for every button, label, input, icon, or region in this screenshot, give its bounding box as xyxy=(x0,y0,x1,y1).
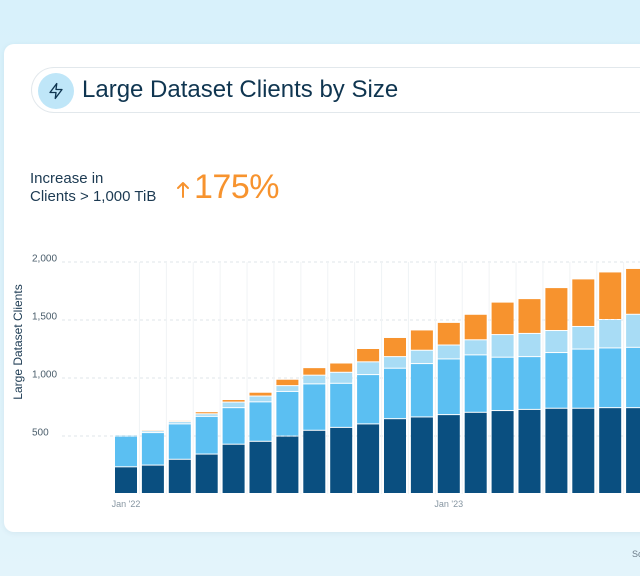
y-tick-label: 2,000 xyxy=(32,254,57,265)
bar-segment xyxy=(195,454,218,493)
bar-segment xyxy=(491,357,514,411)
bar-segment xyxy=(115,467,137,493)
bar-segment xyxy=(599,320,622,348)
source-note: So xyxy=(632,549,640,559)
bar-segment xyxy=(572,279,595,326)
title-bar xyxy=(31,67,640,113)
bar-segment xyxy=(437,345,460,359)
bar-segment xyxy=(384,337,406,357)
bar-segment xyxy=(330,383,353,427)
bar-segment xyxy=(357,375,380,424)
bar-segment xyxy=(330,427,353,493)
bar-segment xyxy=(545,288,568,331)
bar-segment xyxy=(437,415,460,493)
bar-segment xyxy=(195,414,218,416)
bar-segment xyxy=(141,431,164,433)
bar-segment xyxy=(168,424,191,459)
x-tick-label: Jan '22 xyxy=(112,499,141,509)
bar-segment xyxy=(626,314,640,347)
bar-segment xyxy=(330,372,353,383)
bar-segment xyxy=(464,355,487,412)
bar-segment xyxy=(410,417,433,493)
bar-segment xyxy=(599,348,622,408)
y-tick-label: 1,500 xyxy=(32,312,57,323)
kpi-label-line1: Increase in xyxy=(30,170,104,187)
bar-segment xyxy=(518,299,541,333)
bar-segment xyxy=(518,409,541,493)
bar-segment xyxy=(491,302,514,335)
bar-segment xyxy=(491,411,514,493)
bar-segment xyxy=(572,326,595,349)
bar-segment xyxy=(572,408,595,493)
bar-segment xyxy=(357,349,380,362)
bar-segment xyxy=(276,386,299,391)
page-title: Large Dataset Clients by Size xyxy=(82,76,399,103)
arrow-up-icon xyxy=(177,182,189,198)
bar-segment xyxy=(357,362,380,375)
bar-segment xyxy=(410,364,433,417)
bar-segment xyxy=(437,359,460,415)
bar-segment xyxy=(384,357,406,368)
bar-segment xyxy=(249,396,272,402)
bar-segment xyxy=(303,384,326,430)
bar-segment xyxy=(626,408,640,493)
bar-segment xyxy=(518,357,541,409)
bar-segment xyxy=(249,392,272,396)
bar-segment xyxy=(303,375,326,384)
bar-segment xyxy=(195,412,218,414)
bar-segment xyxy=(599,408,622,493)
bar-segment xyxy=(249,402,272,441)
kpi-label: Increase in Clients > 1,000 TiB xyxy=(30,170,156,206)
bar-segment xyxy=(222,444,245,493)
x-tick-label: Jan '23 xyxy=(434,499,463,509)
kpi-label-line2: Clients > 1,000 TiB xyxy=(30,188,157,205)
bar-segment xyxy=(168,459,191,493)
bar-segment xyxy=(141,465,164,493)
y-tick-label: 500 xyxy=(32,428,49,439)
y-tick-label: 1,000 xyxy=(32,370,57,381)
bar-segment xyxy=(276,379,299,386)
bar-segment xyxy=(599,272,622,319)
bar-segment xyxy=(115,436,137,467)
bar-segment xyxy=(626,347,640,408)
bar-segment xyxy=(572,349,595,408)
kpi-value: 175% xyxy=(194,168,279,206)
bar-segment xyxy=(168,422,191,424)
y-axis-label: Large Dataset Clients xyxy=(11,284,25,399)
bar-segment xyxy=(464,340,487,355)
bar-segment xyxy=(437,322,460,345)
bar-segment xyxy=(491,335,514,357)
bar-segment xyxy=(545,331,568,353)
bar-segment xyxy=(357,424,380,493)
bar-segment xyxy=(626,268,640,314)
bar-segment xyxy=(222,402,245,408)
bar-segment xyxy=(384,368,406,419)
bar-segment xyxy=(384,419,406,493)
lightning-bolt-icon xyxy=(38,73,74,109)
bar-segment xyxy=(410,350,433,364)
bar-segment xyxy=(249,441,272,493)
bar-segment xyxy=(141,433,164,465)
bar-segment xyxy=(464,314,487,340)
bar-segment xyxy=(545,408,568,493)
bar-segment xyxy=(518,333,541,357)
bar-segment xyxy=(276,391,299,436)
bar-segment xyxy=(330,363,353,372)
bar-segment xyxy=(303,430,326,493)
bar-segment xyxy=(303,368,326,375)
bar-segment xyxy=(222,408,245,444)
bar-segment xyxy=(195,416,218,454)
bar-segment xyxy=(276,436,299,493)
bar-segment xyxy=(545,353,568,408)
bar-segment xyxy=(464,412,487,493)
bar-segment xyxy=(410,330,433,350)
bar-segment xyxy=(222,400,245,402)
